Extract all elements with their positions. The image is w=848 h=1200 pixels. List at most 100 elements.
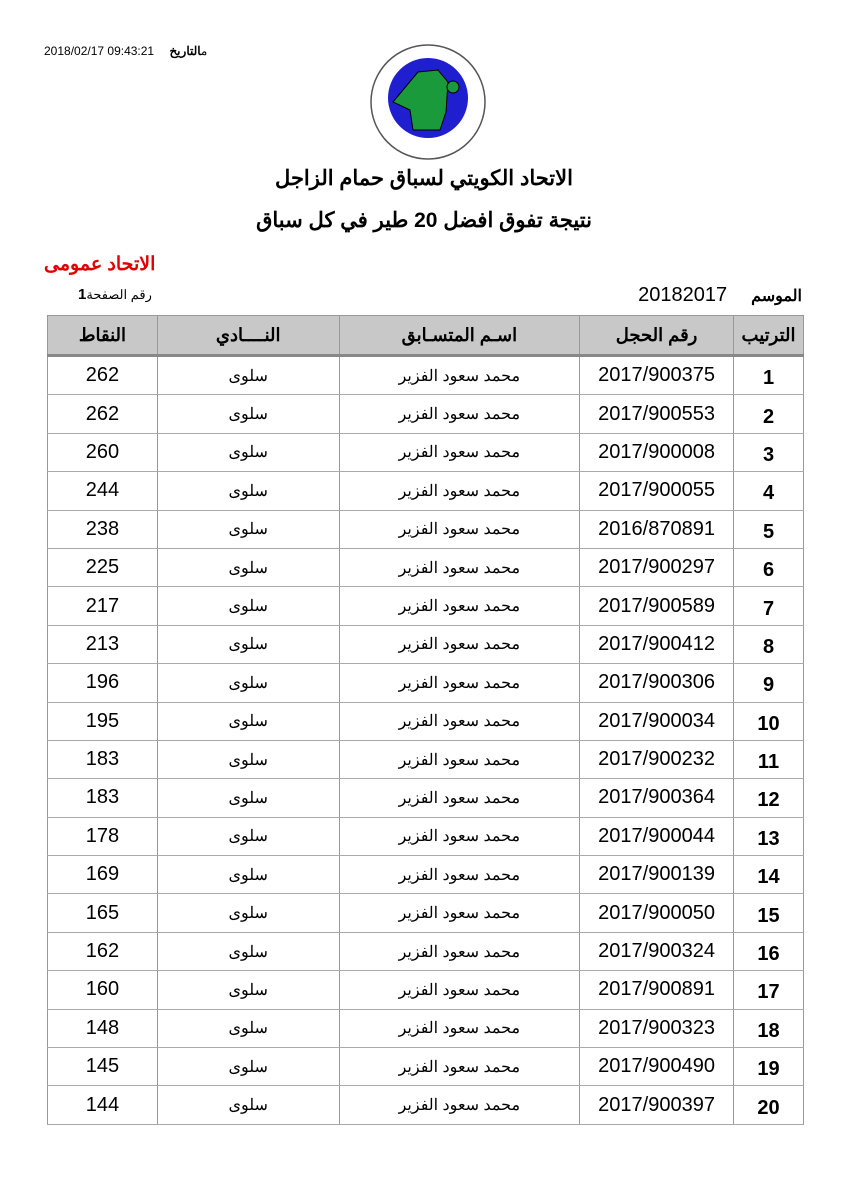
cell-rank: 16 [733, 932, 804, 972]
cell-ring: 2017/900044 [579, 817, 735, 857]
cell-ring: 2017/900490 [579, 1047, 735, 1087]
table-row: 165 سلوى محمد سعود الفزير 2017/900050 15 [47, 893, 804, 933]
federation-label: الاتحاد عمومى [44, 254, 156, 275]
table-row: 145 سلوى محمد سعود الفزير 2017/900490 19 [47, 1047, 804, 1087]
table-row: 178 سلوى محمد سعود الفزير 2017/900044 13 [47, 817, 804, 857]
col-points: النقاط [47, 315, 158, 357]
table-row: 183 سلوى محمد سعود الفزير 2017/900364 12 [47, 778, 804, 818]
cell-ring: 2017/900412 [579, 625, 735, 665]
cell-ring: 2017/900055 [579, 471, 735, 511]
col-ring: رقم الحجل [579, 315, 735, 357]
cell-points: 178 [47, 817, 158, 857]
cell-name: محمد سعود الفزير [338, 740, 581, 780]
cell-name: محمد سعود الفزير [338, 548, 581, 588]
cell-club: سلوى [156, 548, 340, 588]
cell-points: 145 [47, 1047, 158, 1087]
cell-points: 183 [47, 778, 158, 818]
cell-rank: 7 [733, 586, 804, 626]
cell-rank: 14 [733, 855, 804, 895]
col-name: اسـم المتسـابق [338, 315, 581, 357]
cell-club: سلوى [156, 702, 340, 741]
cell-ring: 2017/900589 [579, 586, 735, 626]
cell-club: سلوى [156, 970, 340, 1010]
cell-club: سلوى [156, 394, 340, 434]
cell-name: محمد سعود الفزير [338, 893, 581, 933]
table-row: 244 سلوى محمد سعود الفزير 2017/900055 4 [47, 471, 804, 511]
table-row: 262 سلوى محمد سعود الفزير 2017/900553 2 [47, 394, 804, 434]
cell-points: 195 [47, 702, 158, 741]
cell-rank: 6 [733, 548, 804, 588]
cell-points: 160 [47, 970, 158, 1010]
cell-rank: 1 [733, 355, 804, 396]
cell-club: سلوى [156, 855, 340, 895]
cell-ring: 2017/900232 [579, 740, 735, 780]
cell-points: 262 [47, 394, 158, 434]
table-row: 260 سلوى محمد سعود الفزير 2017/900008 3 [47, 433, 804, 473]
cell-points: 165 [47, 893, 158, 933]
cell-club: سلوى [156, 740, 340, 780]
cell-rank: 2 [733, 394, 804, 434]
cell-points: 162 [47, 932, 158, 972]
table-row: 213 سلوى محمد سعود الفزير 2017/900412 8 [47, 625, 804, 665]
season-label: الموسم [751, 288, 802, 305]
table-row: 144 سلوى محمد سعود الفزير 2017/900397 20 [47, 1085, 804, 1125]
cell-rank: 19 [733, 1047, 804, 1087]
cell-club: سلوى [156, 932, 340, 972]
cell-name: محمد سعود الفزير [338, 817, 581, 857]
table-row: 162 سلوى محمد سعود الفزير 2017/900324 16 [47, 932, 804, 972]
cell-ring: 2017/900306 [579, 663, 735, 703]
cell-ring: 2017/900891 [579, 970, 735, 1010]
cell-club: سلوى [156, 778, 340, 818]
cell-ring: 2017/900034 [579, 702, 735, 741]
cell-rank: 8 [733, 625, 804, 665]
cell-ring: 2017/900323 [579, 1009, 735, 1049]
cell-name: محمد سعود الفزير [338, 1047, 581, 1087]
cell-ring: 2017/900364 [579, 778, 735, 818]
cell-name: محمد سعود الفزير [338, 394, 581, 434]
cell-points: 169 [47, 855, 158, 895]
cell-ring: 2017/900050 [579, 893, 735, 933]
cell-points: 148 [47, 1009, 158, 1049]
page-number: رقم الصفحة1 [64, 286, 152, 303]
cell-club: سلوى [156, 663, 340, 703]
federation-logo [370, 44, 486, 160]
table-row: 169 سلوى محمد سعود الفزير 2017/900139 14 [47, 855, 804, 895]
table-row: 225 سلوى محمد سعود الفزير 2017/900297 6 [47, 548, 804, 588]
cell-points: 217 [47, 586, 158, 626]
cell-points: 244 [47, 471, 158, 511]
table-row: 262 سلوى محمد سعود الفزير 2017/900375 1 [47, 355, 804, 396]
table-row: 148 سلوى محمد سعود الفزير 2017/900323 18 [47, 1009, 804, 1049]
page-value: 1 [78, 286, 87, 303]
cell-points: 238 [47, 510, 158, 549]
cell-club: سلوى [156, 433, 340, 473]
print-date: 2018/02/17 09:43:21 مالتاريخ [44, 44, 207, 58]
cell-rank: 17 [733, 970, 804, 1010]
cell-name: محمد سعود الفزير [338, 355, 581, 396]
cell-name: محمد سعود الفزير [338, 855, 581, 895]
cell-rank: 15 [733, 893, 804, 933]
cell-name: محمد سعود الفزير [338, 1009, 581, 1049]
table-row: 183 سلوى محمد سعود الفزير 2017/900232 11 [47, 740, 804, 780]
cell-rank: 12 [733, 778, 804, 818]
cell-ring: 2017/900553 [579, 394, 735, 434]
cell-club: سلوى [156, 625, 340, 665]
cell-club: سلوى [156, 1085, 340, 1125]
cell-club: سلوى [156, 586, 340, 626]
cell-name: محمد سعود الفزير [338, 663, 581, 703]
cell-rank: 10 [733, 702, 804, 741]
cell-name: محمد سعود الفزير [338, 510, 581, 549]
date-label: التاريخ [169, 44, 201, 58]
cell-name: محمد سعود الفزير [338, 702, 581, 741]
cell-ring: 2016/870891 [579, 510, 735, 549]
page-label: رقم الصفحة [86, 287, 152, 302]
table-row: 238 سلوى محمد سعود الفزير 2016/870891 5 [47, 510, 804, 549]
cell-club: سلوى [156, 1009, 340, 1049]
col-club: النــــادي [156, 315, 340, 357]
cell-club: سلوى [156, 893, 340, 933]
season-value: 20182017 [638, 284, 728, 306]
cell-ring: 2017/900139 [579, 855, 735, 895]
table-row: 195 سلوى محمد سعود الفزير 2017/900034 10 [47, 702, 804, 741]
cell-points: 196 [47, 663, 158, 703]
table-header: النقاط النــــادي اسـم المتسـابق رقم الح… [47, 315, 804, 357]
